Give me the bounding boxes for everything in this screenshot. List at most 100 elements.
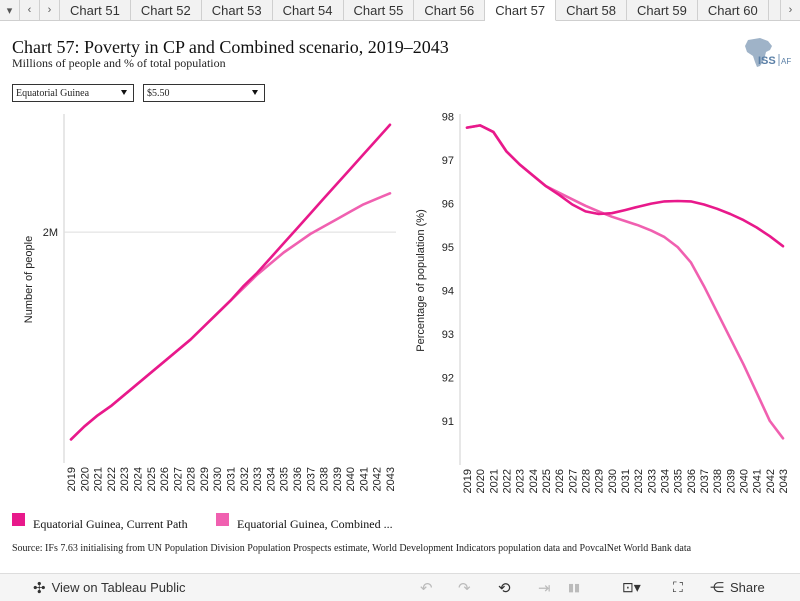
chevron-right-icon: › <box>788 4 793 16</box>
tab-chart-60[interactable]: Chart 60 <box>698 0 769 20</box>
y-tick-label: 95 <box>442 242 454 254</box>
poverty-line-select-value: $5.50 <box>147 87 170 99</box>
tab-chart-59[interactable]: Chart 59 <box>627 0 698 20</box>
x-tick-label: 2042 <box>765 469 777 493</box>
caret-down-icon <box>252 90 258 95</box>
x-tick-label: 2032 <box>633 469 645 493</box>
x-tick-label: 2038 <box>319 467 331 491</box>
x-tick-label: 2023 <box>515 469 527 493</box>
x-tick-label: 2027 <box>172 467 184 491</box>
x-tick-label: 2022 <box>106 467 118 491</box>
x-tick-label: 2035 <box>673 469 685 493</box>
x-tick-label: 2024 <box>528 469 540 493</box>
tab-scroll-right-button-inner[interactable]: › <box>40 0 60 20</box>
tab-chart-53[interactable]: Chart 53 <box>202 0 273 20</box>
legend-label-current-path: Equatorial Guinea, Current Path <box>33 517 188 531</box>
x-tick-label: 2033 <box>646 469 658 493</box>
y-tick-label: 94 <box>442 286 454 298</box>
tab-scroll-left-button[interactable]: ‹ <box>20 0 40 20</box>
page-title: Chart 57: Poverty in CP and Combined sce… <box>12 37 449 57</box>
legend-swatch-current-path <box>12 513 25 526</box>
y-tick-label: 92 <box>442 372 454 384</box>
pause-icon[interactable]: ▮▮ <box>568 582 581 594</box>
y-tick-label: 2M <box>43 227 58 239</box>
series-line-current-path[interactable] <box>69 123 392 441</box>
chart-percentage-of-population[interactable]: 98 97 96 95 94 93 92 91 Percentage of population… <box>400 108 800 498</box>
source-note: Source: IFs 7.63 initialising from UN Po… <box>12 543 692 554</box>
view-on-tableau-label: View on Tableau Public <box>51 580 186 595</box>
x-tick-label: 2026 <box>159 467 171 491</box>
download-icon[interactable]: ⊡▾ <box>622 579 641 595</box>
tableau-toolbar: ✣ View on Tableau Public ↶ ↷ ⟲ ⇥ ▮▮ ⊡▾ ⛶… <box>0 573 800 601</box>
tab-chart-51[interactable]: Chart 51 <box>60 0 131 20</box>
x-tick-label: 2029 <box>594 469 606 493</box>
svg-text:AFI: AFI <box>781 57 792 66</box>
x-tick-label: 2031 <box>620 469 632 493</box>
tab-chart-56[interactable]: Chart 56 <box>414 0 486 20</box>
undo-icon[interactable]: ↶ <box>420 579 433 597</box>
svg-text:ISS: ISS <box>758 55 776 67</box>
x-tick-label: 2021 <box>488 469 500 493</box>
chart-percentage-of-population-svg: 98 97 96 95 94 93 92 91 Percentage of population… <box>415 112 790 494</box>
tab-menu-button[interactable]: ▾ <box>0 0 20 20</box>
country-select[interactable]: Equatorial Guinea <box>12 84 134 102</box>
x-tick-label: 2019 <box>462 469 474 493</box>
refresh-icon[interactable]: ⇥ <box>538 579 551 597</box>
x-tick-label: 2035 <box>279 467 291 491</box>
x-tick-label: 2034 <box>265 467 277 491</box>
series-line-current-path[interactable] <box>465 124 785 248</box>
x-tick-label: 2034 <box>660 469 672 493</box>
tab-chart-55[interactable]: Chart 55 <box>344 0 415 20</box>
y-axis-title: Number of people <box>23 236 35 323</box>
caret-down-icon <box>121 90 127 95</box>
legend-label-combined: Equatorial Guinea, Combined ... <box>237 517 393 531</box>
y-axis-title: Percentage of population (%) <box>415 209 427 351</box>
series-line-combined[interactable] <box>69 192 392 441</box>
x-tick-label: 2039 <box>332 467 344 491</box>
x-tick-label: 2033 <box>252 467 264 491</box>
x-tick-label: 2030 <box>212 467 224 491</box>
legend-item-combined[interactable]: Equatorial Guinea, Combined ... <box>216 512 412 532</box>
y-tick-label: 97 <box>442 155 454 167</box>
x-tick-label: 2028 <box>581 469 593 493</box>
x-tick-label: 2036 <box>292 467 304 491</box>
fullscreen-icon[interactable]: ⛶ <box>673 579 683 595</box>
series-line-combined[interactable] <box>465 124 785 440</box>
redo-icon[interactable]: ↷ <box>458 579 471 597</box>
x-tick-label: 2020 <box>475 469 487 493</box>
view-on-tableau-button[interactable]: ✣ View on Tableau Public <box>33 579 186 597</box>
x-tick-label: 2037 <box>699 469 711 493</box>
y-tick-label: 98 <box>442 112 454 124</box>
tab-chart-58[interactable]: Chart 58 <box>556 0 627 20</box>
tab-chart-57[interactable]: Chart 57 <box>485 0 557 21</box>
x-tick-label: 2022 <box>502 469 514 493</box>
country-select-value: Equatorial Guinea <box>16 87 90 99</box>
x-tick-label: 2021 <box>93 467 105 491</box>
tab-chart-54[interactable]: Chart 54 <box>273 0 344 20</box>
x-tick-label: 2043 <box>778 469 790 493</box>
x-tick-label: 2028 <box>186 467 198 491</box>
x-tick-label: 2019 <box>66 467 78 491</box>
caret-down-icon: ▾ <box>6 4 13 17</box>
tab-chart-52[interactable]: Chart 52 <box>131 0 202 20</box>
x-tick-label: 2026 <box>554 469 566 493</box>
poverty-line-select[interactable]: $5.50 <box>143 84 265 102</box>
x-tick-label: 2042 <box>372 467 384 491</box>
chart-number-of-people[interactable]: 2M Number of people 2019 2020 2021 2022 2023 20… <box>0 108 400 498</box>
x-tick-label: 2039 <box>725 469 737 493</box>
chevron-right-icon: › <box>47 4 52 16</box>
x-tick-label: 2023 <box>119 467 131 491</box>
x-tick-label: 2038 <box>712 469 724 493</box>
chevron-left-icon: ‹ <box>27 4 32 16</box>
x-tick-label: 2036 <box>686 469 698 493</box>
x-tick-label: 2041 <box>752 469 764 493</box>
revert-icon[interactable]: ⟲ <box>498 579 511 597</box>
share-icon: ⋲ <box>710 579 724 595</box>
legend-item-current-path[interactable]: Equatorial Guinea, Current Path <box>12 512 208 532</box>
x-tick-label: 2025 <box>146 467 158 491</box>
share-button[interactable]: ⋲ Share <box>710 579 765 596</box>
tableau-icon: ✣ <box>33 579 46 597</box>
tab-scroll-right-button[interactable]: › <box>780 0 800 20</box>
tab-bar: ▾ ‹ › Chart 51 Chart 52 Chart 53 Chart 54 Ch… <box>0 0 800 21</box>
